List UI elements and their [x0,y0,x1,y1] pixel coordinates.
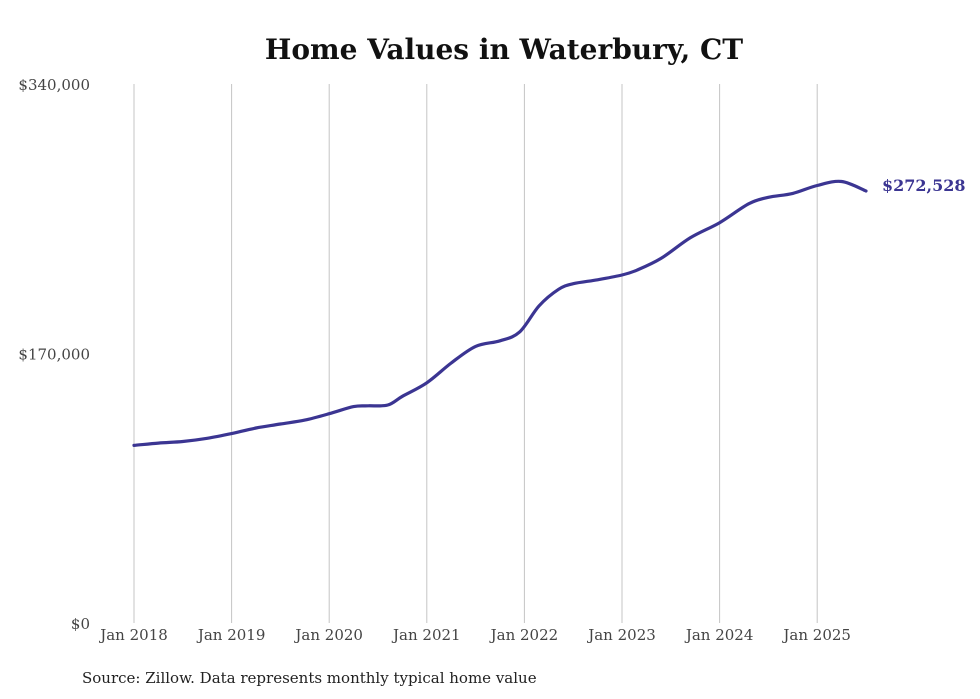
x-tick-label: Jan 2019 [196,626,266,644]
chart-title: Home Values in Waterbury, CT [265,33,743,66]
x-tick-label: Jan 2025 [781,626,851,644]
x-tick-label: Jan 2020 [293,626,363,644]
series-line [132,179,868,447]
x-tick-label: Jan 2023 [586,626,656,644]
y-tick-label: $170,000 [18,346,90,364]
source-note: Source: Zillow. Data represents monthly … [82,669,537,687]
y-tick-label: $340,000 [18,76,90,94]
y-tick-label: $0 [71,615,90,633]
x-tick-label: Jan 2021 [391,626,461,644]
x-tick-label: Jan 2024 [684,626,754,644]
grid-lines [133,84,818,623]
series-end-label: $272,528 [882,176,966,195]
series-layer: $272,528 [132,176,966,447]
x-tick-label: Jan 2018 [98,626,168,644]
y-axis-ticks: $0 $170,000 $340,000 [18,76,90,633]
x-axis-ticks: Jan 2018 Jan 2019 Jan 2020 Jan 2021 Jan 2022… [98,626,851,644]
x-tick-label: Jan 2022 [489,626,559,644]
